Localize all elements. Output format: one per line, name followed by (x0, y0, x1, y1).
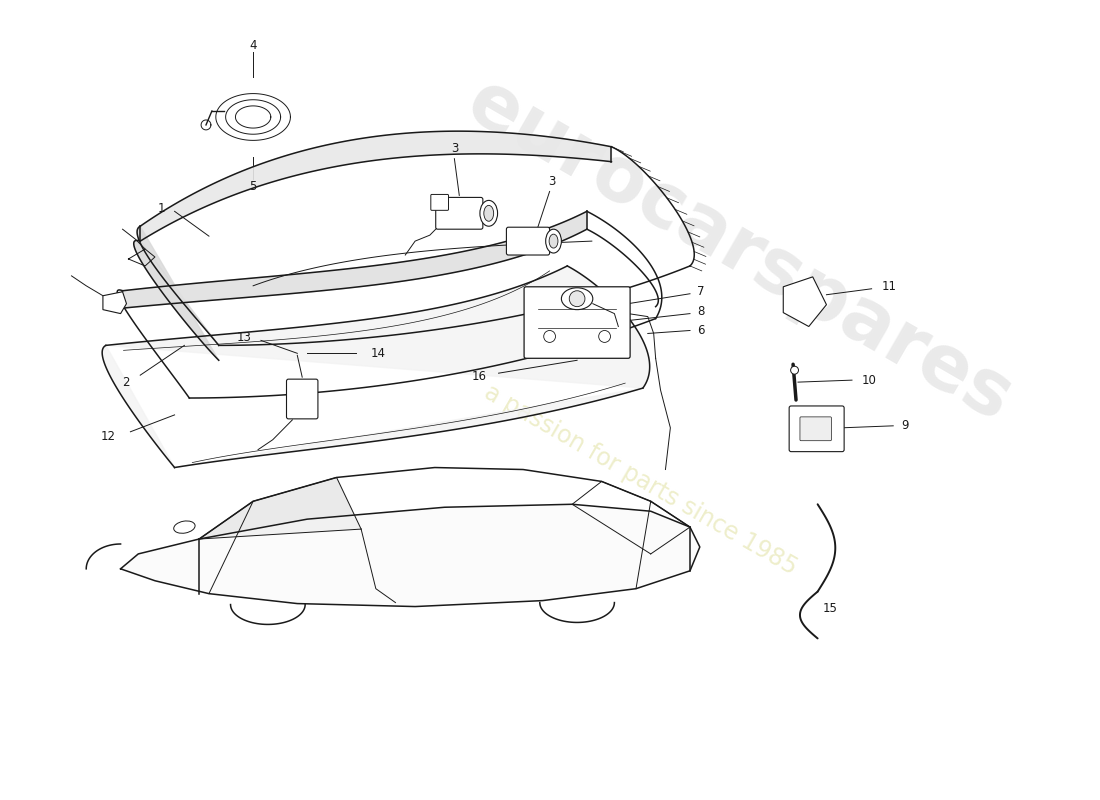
Polygon shape (118, 211, 587, 309)
Text: 13: 13 (236, 331, 251, 344)
FancyBboxPatch shape (800, 417, 832, 441)
Circle shape (569, 290, 585, 306)
Ellipse shape (174, 521, 195, 534)
Text: 6: 6 (697, 324, 704, 337)
Ellipse shape (480, 200, 497, 226)
Text: 16: 16 (472, 370, 487, 382)
Circle shape (543, 330, 556, 342)
Ellipse shape (561, 288, 593, 310)
Ellipse shape (549, 234, 558, 248)
Text: 1: 1 (158, 202, 166, 215)
Text: 4: 4 (250, 39, 257, 52)
Ellipse shape (546, 229, 561, 253)
Circle shape (598, 330, 611, 342)
Ellipse shape (484, 206, 494, 222)
FancyBboxPatch shape (431, 194, 449, 210)
Text: eurocarspares: eurocarspares (453, 65, 1025, 438)
Polygon shape (121, 504, 700, 606)
FancyBboxPatch shape (436, 198, 483, 229)
Text: 14: 14 (371, 347, 386, 360)
Text: 15: 15 (823, 602, 837, 615)
Text: 3: 3 (451, 142, 458, 155)
Text: 11: 11 (881, 280, 896, 294)
FancyBboxPatch shape (506, 227, 550, 255)
Text: a passion for parts since 1985: a passion for parts since 1985 (481, 380, 802, 579)
Polygon shape (783, 277, 826, 326)
FancyBboxPatch shape (789, 406, 844, 452)
Text: 3: 3 (548, 175, 556, 188)
Polygon shape (102, 266, 650, 467)
FancyBboxPatch shape (524, 286, 630, 358)
Polygon shape (199, 478, 361, 539)
Text: 7: 7 (697, 286, 704, 298)
Circle shape (791, 366, 799, 374)
Text: 5: 5 (250, 180, 256, 193)
Text: 10: 10 (861, 374, 877, 386)
FancyBboxPatch shape (286, 379, 318, 419)
Text: 9: 9 (901, 419, 909, 432)
Text: 8: 8 (697, 305, 704, 318)
Text: 12: 12 (101, 430, 116, 443)
Text: 2: 2 (122, 376, 129, 389)
Polygon shape (140, 131, 612, 241)
Polygon shape (103, 292, 127, 314)
Polygon shape (134, 226, 219, 360)
